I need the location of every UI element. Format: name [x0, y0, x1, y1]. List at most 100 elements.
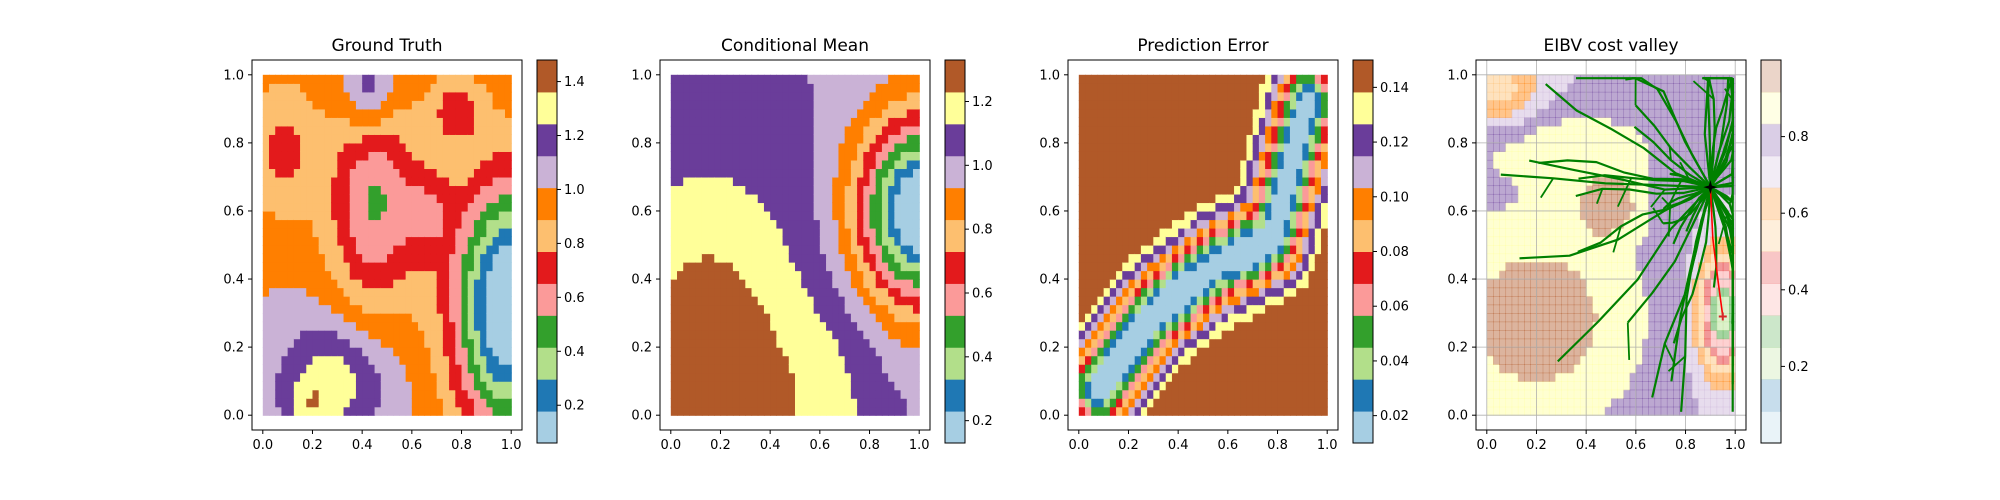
heatmap-cell	[670, 398, 678, 408]
heatmap-cell	[801, 398, 809, 408]
heatmap-cell	[1153, 279, 1161, 289]
heatmap-cell	[1085, 270, 1092, 280]
heatmap-cell	[1159, 202, 1167, 212]
heatmap-cell	[1103, 151, 1111, 161]
heatmap-cell	[498, 262, 506, 272]
heatmap-cell	[1196, 279, 1204, 289]
heatmap-cell	[1289, 389, 1297, 399]
heatmap-cell	[881, 279, 889, 289]
heatmap-cell	[442, 347, 450, 357]
heatmap-cell	[1190, 134, 1198, 144]
heatmap-cell	[819, 236, 827, 246]
heatmap-cell	[844, 83, 852, 93]
heatmap-cell	[788, 355, 796, 365]
heatmap-cell	[362, 364, 369, 374]
heatmap-cell	[405, 159, 413, 170]
heatmap-cell	[343, 219, 351, 229]
heatmap-cell	[399, 125, 407, 135]
heatmap-cell	[857, 168, 864, 178]
heatmap-cell	[739, 398, 746, 408]
heatmap-cell	[368, 330, 376, 340]
heatmap-cell	[683, 245, 691, 255]
heatmap-cell	[262, 91, 270, 101]
heatmap-cell	[349, 296, 357, 306]
heatmap-cell	[732, 210, 740, 221]
heatmap-cell	[331, 108, 338, 118]
heatmap-cell	[807, 389, 815, 399]
heatmap-cell	[695, 83, 703, 93]
heatmap-cell	[368, 151, 376, 161]
heatmap-cell	[1289, 279, 1297, 289]
heatmap-cell	[906, 338, 914, 348]
heatmap-cell	[504, 279, 512, 289]
heatmap-cell	[826, 406, 833, 416]
heatmap-cell	[906, 74, 914, 84]
heatmap-cell	[1227, 398, 1235, 408]
heatmap-cell	[374, 245, 382, 255]
heatmap-cell	[801, 74, 809, 84]
heatmap-cell	[1265, 74, 1272, 84]
heatmap-cell	[739, 74, 746, 84]
heatmap-cell	[763, 236, 771, 246]
heatmap-cell	[1302, 100, 1310, 110]
heatmap-cell	[374, 372, 382, 382]
colorbar-segment	[1353, 347, 1373, 380]
heatmap-cell	[838, 236, 846, 246]
heatmap-cell	[281, 151, 289, 161]
heatmap-cell	[770, 125, 777, 135]
heatmap-cell	[1215, 296, 1223, 306]
heatmap-cell	[424, 185, 432, 195]
heatmap-cell	[312, 245, 320, 255]
heatmap-cell	[714, 304, 722, 314]
heatmap-cell	[807, 193, 815, 204]
heatmap-cell	[888, 279, 895, 289]
heatmap-cell	[1171, 330, 1179, 340]
heatmap-cell	[776, 262, 784, 272]
heatmap-cell	[1091, 279, 1099, 289]
heatmap-cell	[449, 176, 456, 187]
heatmap-cell	[819, 330, 827, 340]
heatmap-cell	[745, 296, 753, 306]
heatmap-cell	[349, 364, 357, 374]
heatmap-cell	[424, 210, 432, 221]
heatmap-cell	[1097, 83, 1105, 93]
heatmap-cell	[900, 202, 908, 212]
heatmap-cell	[745, 364, 753, 374]
heatmap-cell	[293, 227, 301, 238]
heatmap-cell	[1196, 210, 1204, 221]
heatmap-cell	[1122, 236, 1130, 246]
heatmap-cell	[405, 279, 413, 289]
heatmap-cell	[418, 296, 425, 306]
heatmap-cell	[1209, 313, 1217, 323]
heatmap-cell	[850, 91, 858, 101]
heatmap-cell	[838, 389, 846, 399]
heatmap-cell	[436, 347, 444, 357]
heatmap-cell	[1252, 168, 1260, 178]
heatmap-cell	[1215, 330, 1223, 340]
colorbar-tick-label: 0.14	[1380, 81, 1409, 96]
heatmap-cell	[1109, 338, 1117, 348]
heatmap-cell	[776, 321, 784, 331]
heatmap-cell	[262, 176, 270, 187]
heatmap-cell	[1147, 304, 1154, 314]
heatmap-cell	[349, 193, 357, 204]
heatmap-cell	[701, 91, 709, 101]
heatmap-cell	[306, 227, 314, 238]
heatmap-cell	[1147, 74, 1154, 84]
heatmap-cell	[486, 313, 494, 323]
heatmap-cell	[695, 108, 703, 118]
heatmap-cell	[894, 355, 902, 365]
heatmap-cell	[1265, 108, 1272, 118]
heatmap-cell	[300, 168, 307, 178]
heatmap-cell	[801, 245, 809, 255]
heatmap-cell	[732, 338, 740, 348]
heatmap-cell	[813, 296, 821, 306]
heatmap-cell	[281, 100, 289, 110]
heatmap-cell	[695, 406, 703, 416]
heatmap-cell	[318, 219, 326, 229]
heatmap-cell	[331, 381, 338, 391]
heatmap-cell	[473, 142, 481, 152]
heatmap-cell	[1320, 83, 1328, 93]
heatmap-cell	[689, 330, 697, 340]
heatmap-cell	[1283, 287, 1291, 297]
